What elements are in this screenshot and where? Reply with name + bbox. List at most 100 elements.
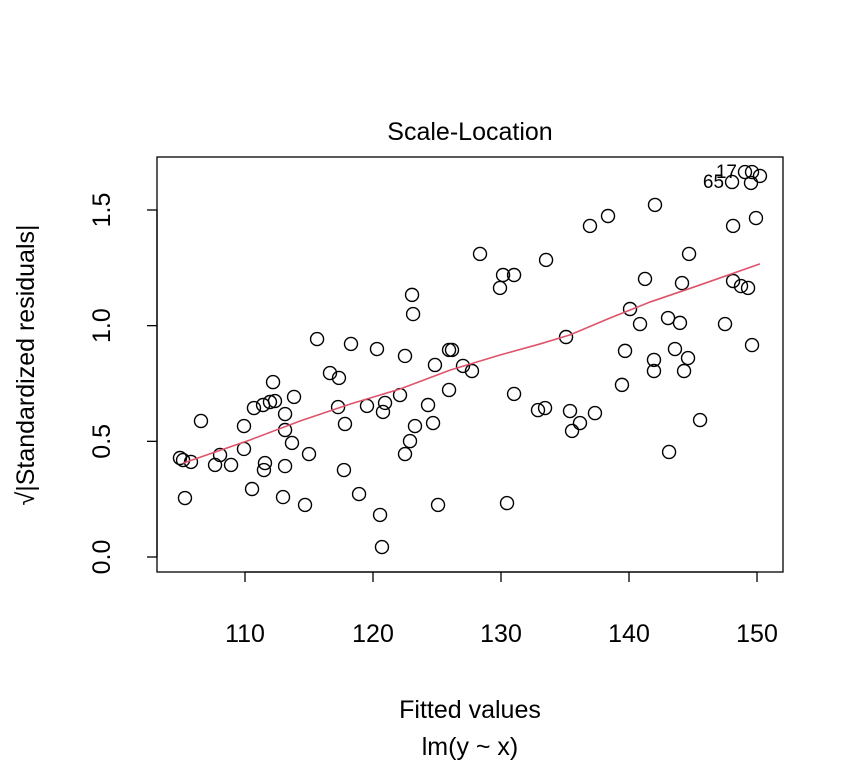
data-point [369,341,385,357]
data-point [374,539,390,555]
data-point [614,377,630,393]
data-point [740,280,756,296]
x-tick-label: 130 [480,620,522,648]
data-point [284,435,300,451]
data-point [499,495,515,511]
data-point [404,287,420,303]
x-tick-label: 150 [736,620,778,648]
data-point [407,418,423,434]
data-point [207,457,223,473]
data-point [530,402,546,418]
data-point [351,486,367,502]
data-point [430,497,446,513]
data-point [743,175,759,191]
data-point [223,457,239,473]
data-point [236,418,252,434]
data-point [257,455,273,471]
data-point [265,374,281,390]
data-point [506,386,522,402]
data-point [646,352,662,368]
data-point [425,415,441,431]
x-tick-label: 110 [225,620,265,648]
data-point [301,446,317,462]
data-point [464,363,480,379]
point-label: 17 [716,162,737,183]
x-tick-label: 140 [608,620,650,648]
data-point [277,458,293,474]
data-point [212,447,228,463]
data-point [506,267,522,283]
data-point [676,363,692,379]
data-point [582,218,598,234]
data-point [572,415,588,431]
data-point [244,481,260,497]
data-point [193,413,209,429]
data-point [277,422,293,438]
data-point [558,329,574,345]
data-point [637,271,653,287]
data-point [692,412,708,428]
data-point [674,275,690,291]
data-point [375,404,391,420]
data-point [667,341,683,357]
y-tick-label: 1.5 [88,193,116,228]
data-point [537,400,553,416]
x-tick-label: 120 [352,620,394,648]
data-point [175,452,191,468]
smoother-line [182,263,761,464]
data-point [286,389,302,405]
data-point [733,278,749,294]
data-point [405,306,421,322]
data-point [441,342,457,358]
data-point [441,382,457,398]
data-point [660,310,676,326]
data-point [336,462,352,478]
data-point [377,395,393,411]
point-label: 65 [703,172,724,193]
data-point [495,267,511,283]
data-point [737,164,753,180]
data-point [632,316,648,332]
subtitle: lm(y ~ x) [422,733,519,761]
data-point [748,210,764,226]
data-point [646,363,662,379]
data-point [538,252,554,268]
data-point [647,197,663,213]
data-point [331,370,347,386]
data-point [587,405,603,421]
data-point [397,446,413,462]
data-point [617,343,633,359]
data-point [752,168,768,184]
data-point [455,358,471,374]
data-point [562,403,578,419]
y-tick-label: 1.0 [88,308,116,343]
data-point [267,393,283,409]
data-point [717,316,733,332]
data-point [275,489,291,505]
data-point [744,337,760,353]
data-point [322,365,338,381]
data-point [330,399,346,415]
data-point [672,315,688,331]
data-point [444,342,460,358]
data-point [622,301,638,317]
data-point [397,348,413,364]
data-point [309,331,325,347]
data-point [297,497,313,513]
data-point [402,433,418,449]
data-point [680,350,696,366]
data-point [744,164,760,180]
data-point [256,462,272,478]
data-point [420,397,436,413]
y-tick-label: 0.0 [88,540,116,575]
data-point [262,394,278,410]
data-point [725,273,741,289]
chart-title: Scale-Location [387,118,552,146]
data-point [472,246,488,262]
data-point [661,444,677,460]
data-point [343,336,359,352]
data-point [277,406,293,422]
y-tick-label: 0.5 [88,424,116,459]
data-point [600,208,616,224]
